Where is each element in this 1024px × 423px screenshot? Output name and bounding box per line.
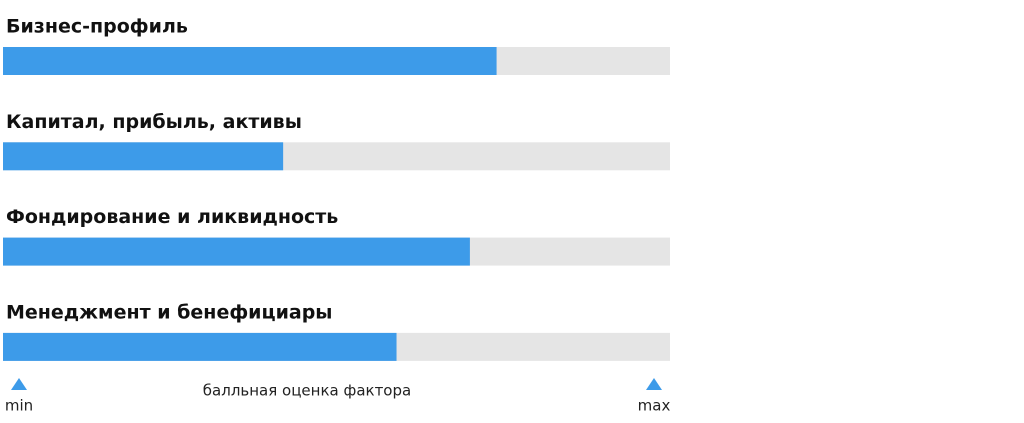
tick-marker	[11, 378, 27, 390]
tick-marker	[646, 378, 662, 390]
category-label: Бизнес-профиль	[6, 16, 188, 38]
category-label: Фондирование и ликвидность	[6, 206, 338, 228]
axis-label: балльная оценка фактора	[203, 382, 411, 400]
bar	[3, 47, 497, 75]
bar	[3, 332, 397, 361]
bar	[3, 142, 284, 171]
category-label: Капитал, прибыль, активы	[6, 111, 302, 133]
bar	[3, 237, 470, 266]
category-label: Менеджмент и бенефициары	[6, 301, 333, 323]
tick-label: max	[638, 397, 671, 415]
tick-label: min	[5, 397, 33, 415]
